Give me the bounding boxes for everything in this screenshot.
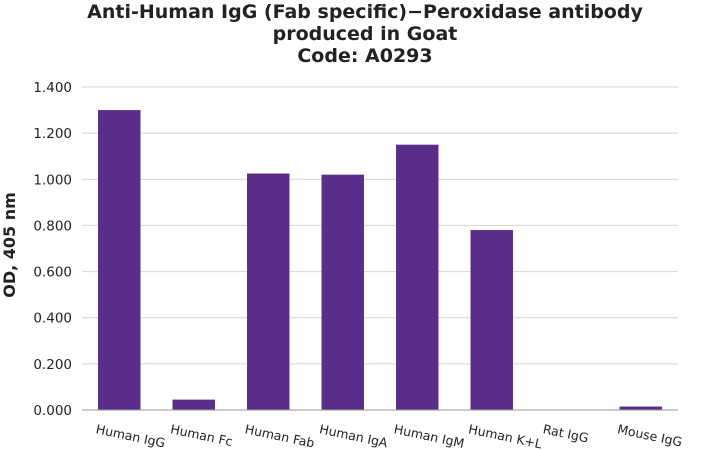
y-tick-label: 0.000 <box>33 403 72 419</box>
bar-mouse-igg <box>619 406 662 410</box>
y-tick-label: 0.800 <box>33 218 72 234</box>
bar-human-igg <box>98 110 141 411</box>
y-tick-label: 0.200 <box>33 357 72 373</box>
x-category-label: Rat IgG <box>542 421 590 445</box>
bar-human-fab <box>247 173 290 410</box>
gridlines <box>82 86 678 365</box>
x-category-label: Human IgA <box>318 421 389 450</box>
y-tick-label: 1.000 <box>33 172 72 188</box>
chart-title: Anti-Human IgG (Fab specific)−Peroxidase… <box>87 1 643 67</box>
chart-title-line-1: Anti-Human IgG (Fab specific)−Peroxidase… <box>87 1 643 23</box>
x-category-label: Human Fab <box>244 421 316 450</box>
bar-human-k-l <box>470 230 513 410</box>
x-category-label: Human Fc <box>169 421 234 449</box>
x-axis-category-labels: Human IgG Human Fc Human Fab Human IgA Human… <box>95 421 684 450</box>
y-axis-title: OD, 405 nm <box>0 192 19 298</box>
x-category-label: Human IgG <box>95 421 167 450</box>
chart-title-line-2: produced in Goat <box>273 23 458 45</box>
y-tick-label: 0.600 <box>33 265 72 281</box>
y-tick-label: 1.400 <box>33 80 72 96</box>
x-category-label: Mouse IgG <box>616 421 684 449</box>
y-tick-label: 0.400 <box>33 311 72 327</box>
bar-human-igm <box>396 144 439 410</box>
y-axis-ticks: 0.000 0.200 0.400 0.600 0.800 1.000 1.200 1.400 <box>33 80 72 419</box>
bar-human-iga <box>321 174 364 410</box>
bars <box>98 110 662 411</box>
x-category-label: Human IgM <box>393 421 466 450</box>
y-tick-label: 1.200 <box>33 126 72 142</box>
bar-human-fc <box>172 399 215 410</box>
chart-title-line-3: Code: A0293 <box>297 45 432 67</box>
x-category-label: Human K+L <box>467 421 543 450</box>
